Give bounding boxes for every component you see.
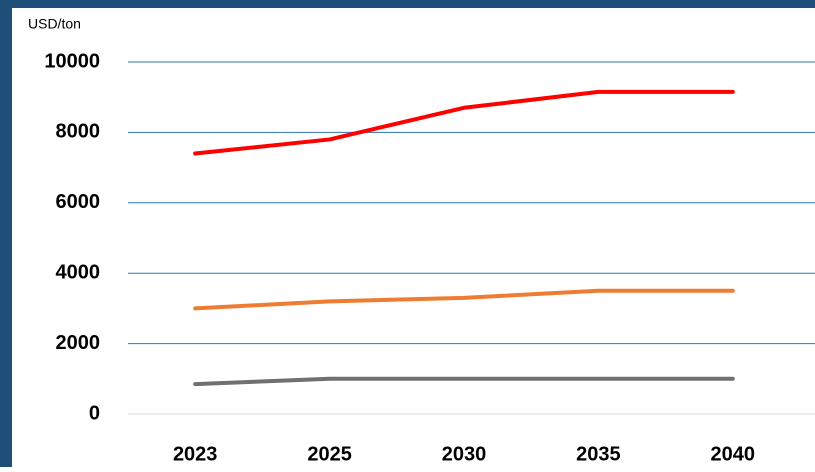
series-line (193, 288, 735, 311)
x-tick-label: 2023 (173, 443, 218, 465)
plot-background (12, 8, 815, 467)
x-tick-label: 2025 (307, 443, 352, 465)
y-tick-label: 8000 (56, 121, 101, 143)
x-tick-label: 2030 (442, 443, 487, 465)
y-axis-label: USD/ton (28, 16, 81, 32)
y-tick-label: 6000 (56, 191, 101, 213)
y-tick-label: 0 (89, 402, 100, 424)
x-tick-label: 2040 (711, 443, 756, 465)
y-tick-label: 4000 (56, 261, 101, 283)
y-tick-label: 2000 (56, 332, 101, 354)
x-tick-label: 2035 (576, 443, 621, 465)
y-tick-label: 10000 (44, 50, 100, 72)
series-line (193, 376, 735, 387)
series-line (193, 89, 735, 156)
